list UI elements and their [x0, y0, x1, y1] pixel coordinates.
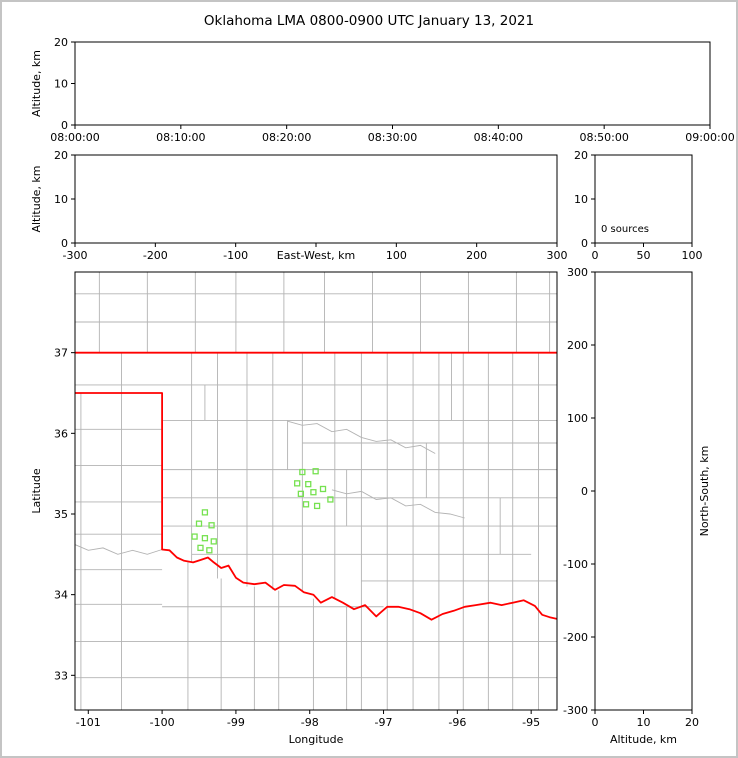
x-tick-label: 100	[682, 249, 703, 262]
y-axis-label: Altitude, km	[30, 165, 43, 232]
lma-station-marker	[327, 496, 334, 503]
panel-ns_alt: 0 10 20 300 200 100 0 -100 -200 -300 Altitude, km N…	[563, 266, 711, 746]
axes-frame	[74, 271, 558, 711]
plot-title: Oklahoma LMA 0800-0900 UTC January 13, 2…	[203, 13, 535, 29]
lma-station-marker	[201, 509, 209, 516]
station-markers	[191, 468, 334, 554]
x-tick-label: 08:50:00	[579, 131, 628, 144]
x-tick-label: 08:40:00	[474, 131, 523, 144]
y-tick-label: 10	[54, 193, 68, 206]
lma-station-marker	[197, 544, 204, 552]
y-tick-label: 0	[581, 237, 588, 250]
x-tick-label: 20	[685, 716, 699, 729]
x-tick-label: -300	[63, 249, 88, 262]
y-tick-label: 10	[54, 78, 68, 91]
lma-station-marker	[319, 485, 327, 493]
y-tick-label: -100	[563, 558, 588, 571]
river-line	[331, 489, 465, 519]
lma-station-marker	[310, 489, 317, 496]
lma-station-marker	[294, 480, 301, 487]
x-tick-label: 08:10:00	[156, 131, 205, 144]
x-tick-label: -200	[143, 249, 168, 262]
x-axis-label: Longitude	[289, 733, 344, 746]
x-axis-label: Altitude, km	[610, 733, 677, 746]
x-tick-label: -96	[448, 716, 466, 729]
map-content	[75, 272, 557, 710]
y-axis-label: Latitude	[30, 468, 43, 514]
panel-ew_height: -300 -200 -100 100 200 300 0 10 20 East-West, km A…	[30, 149, 568, 262]
x-tick-label: 10	[637, 716, 651, 729]
lma-station-marker	[191, 533, 198, 540]
lma-station-marker	[201, 535, 209, 542]
x-tick-label: -100	[223, 249, 248, 262]
y-tick-label: 0	[581, 485, 588, 498]
y-tick-label: 100	[567, 412, 588, 425]
x-tick-label: 09:00:00	[685, 131, 734, 144]
lma-station-marker	[208, 522, 215, 529]
x-tick-label: -95	[522, 716, 540, 729]
x-tick-label: 08:30:00	[368, 131, 417, 144]
panel-plan_view: -101 -100 -99 -98 -97 -96 -95 33 34 35 36 37 Longitu…	[30, 271, 558, 746]
river-line	[287, 420, 436, 454]
y-tick-label: 20	[54, 36, 68, 49]
y-tick-label: -200	[563, 631, 588, 644]
x-axis-label: East-West, km	[277, 249, 355, 262]
panel-source_hist: 0 50 100 0 10 20 0 sources	[574, 149, 703, 262]
y-axis-label: North-South, km	[698, 446, 711, 537]
y-tick-label: 20	[54, 149, 68, 162]
x-tick-label: 300	[547, 249, 568, 262]
y-tick-label: 36	[54, 427, 68, 440]
y-axis-label: Altitude, km	[30, 50, 43, 117]
x-tick-label: 200	[466, 249, 487, 262]
x-tick-label: 08:20:00	[262, 131, 311, 144]
lma-station-marker	[313, 502, 321, 510]
x-tick-label: 50	[637, 249, 651, 262]
lma-station-marker	[305, 480, 312, 488]
lma-station-marker	[206, 547, 213, 554]
x-tick-label: 0	[592, 716, 599, 729]
y-tick-label: -300	[563, 704, 588, 717]
lma-station-marker	[299, 468, 306, 476]
river-line	[75, 544, 163, 555]
y-tick-label: 20	[574, 149, 588, 162]
lma-station-marker	[210, 538, 217, 545]
y-tick-label: 200	[567, 339, 588, 352]
lma-station-marker	[302, 501, 310, 508]
x-tick-label: 08:00:00	[50, 131, 99, 144]
lma-station-marker	[297, 490, 305, 497]
y-tick-label: 300	[567, 266, 588, 279]
x-tick-label: 0	[592, 249, 599, 262]
y-tick-label: 10	[574, 193, 588, 206]
panel-time_height: 08:00:00 08:10:00 08:20:00 08:30:00 08:40:00…	[30, 36, 735, 144]
x-tick-label: -100	[150, 716, 175, 729]
y-tick-label: 33	[54, 669, 68, 682]
state-border-line	[75, 351, 557, 621]
x-tick-label: -97	[375, 716, 393, 729]
axes-frame	[74, 41, 711, 126]
sources-annotation: 0 sources	[601, 224, 649, 235]
x-tick-label: 100	[386, 249, 407, 262]
y-tick-label: 34	[54, 589, 68, 602]
lma-station-marker	[195, 520, 203, 527]
x-tick-label: -98	[301, 716, 319, 729]
y-tick-label: 0	[61, 119, 68, 132]
y-tick-label: 0	[61, 237, 68, 250]
axes-frame	[74, 154, 558, 244]
y-tick-label: 37	[54, 347, 68, 360]
x-tick-label: -99	[227, 716, 245, 729]
lma-station-marker	[312, 468, 319, 475]
county-lines	[75, 272, 557, 710]
x-tick-label: -101	[76, 716, 101, 729]
axes-frame	[594, 271, 693, 711]
y-tick-label: 35	[54, 508, 68, 521]
